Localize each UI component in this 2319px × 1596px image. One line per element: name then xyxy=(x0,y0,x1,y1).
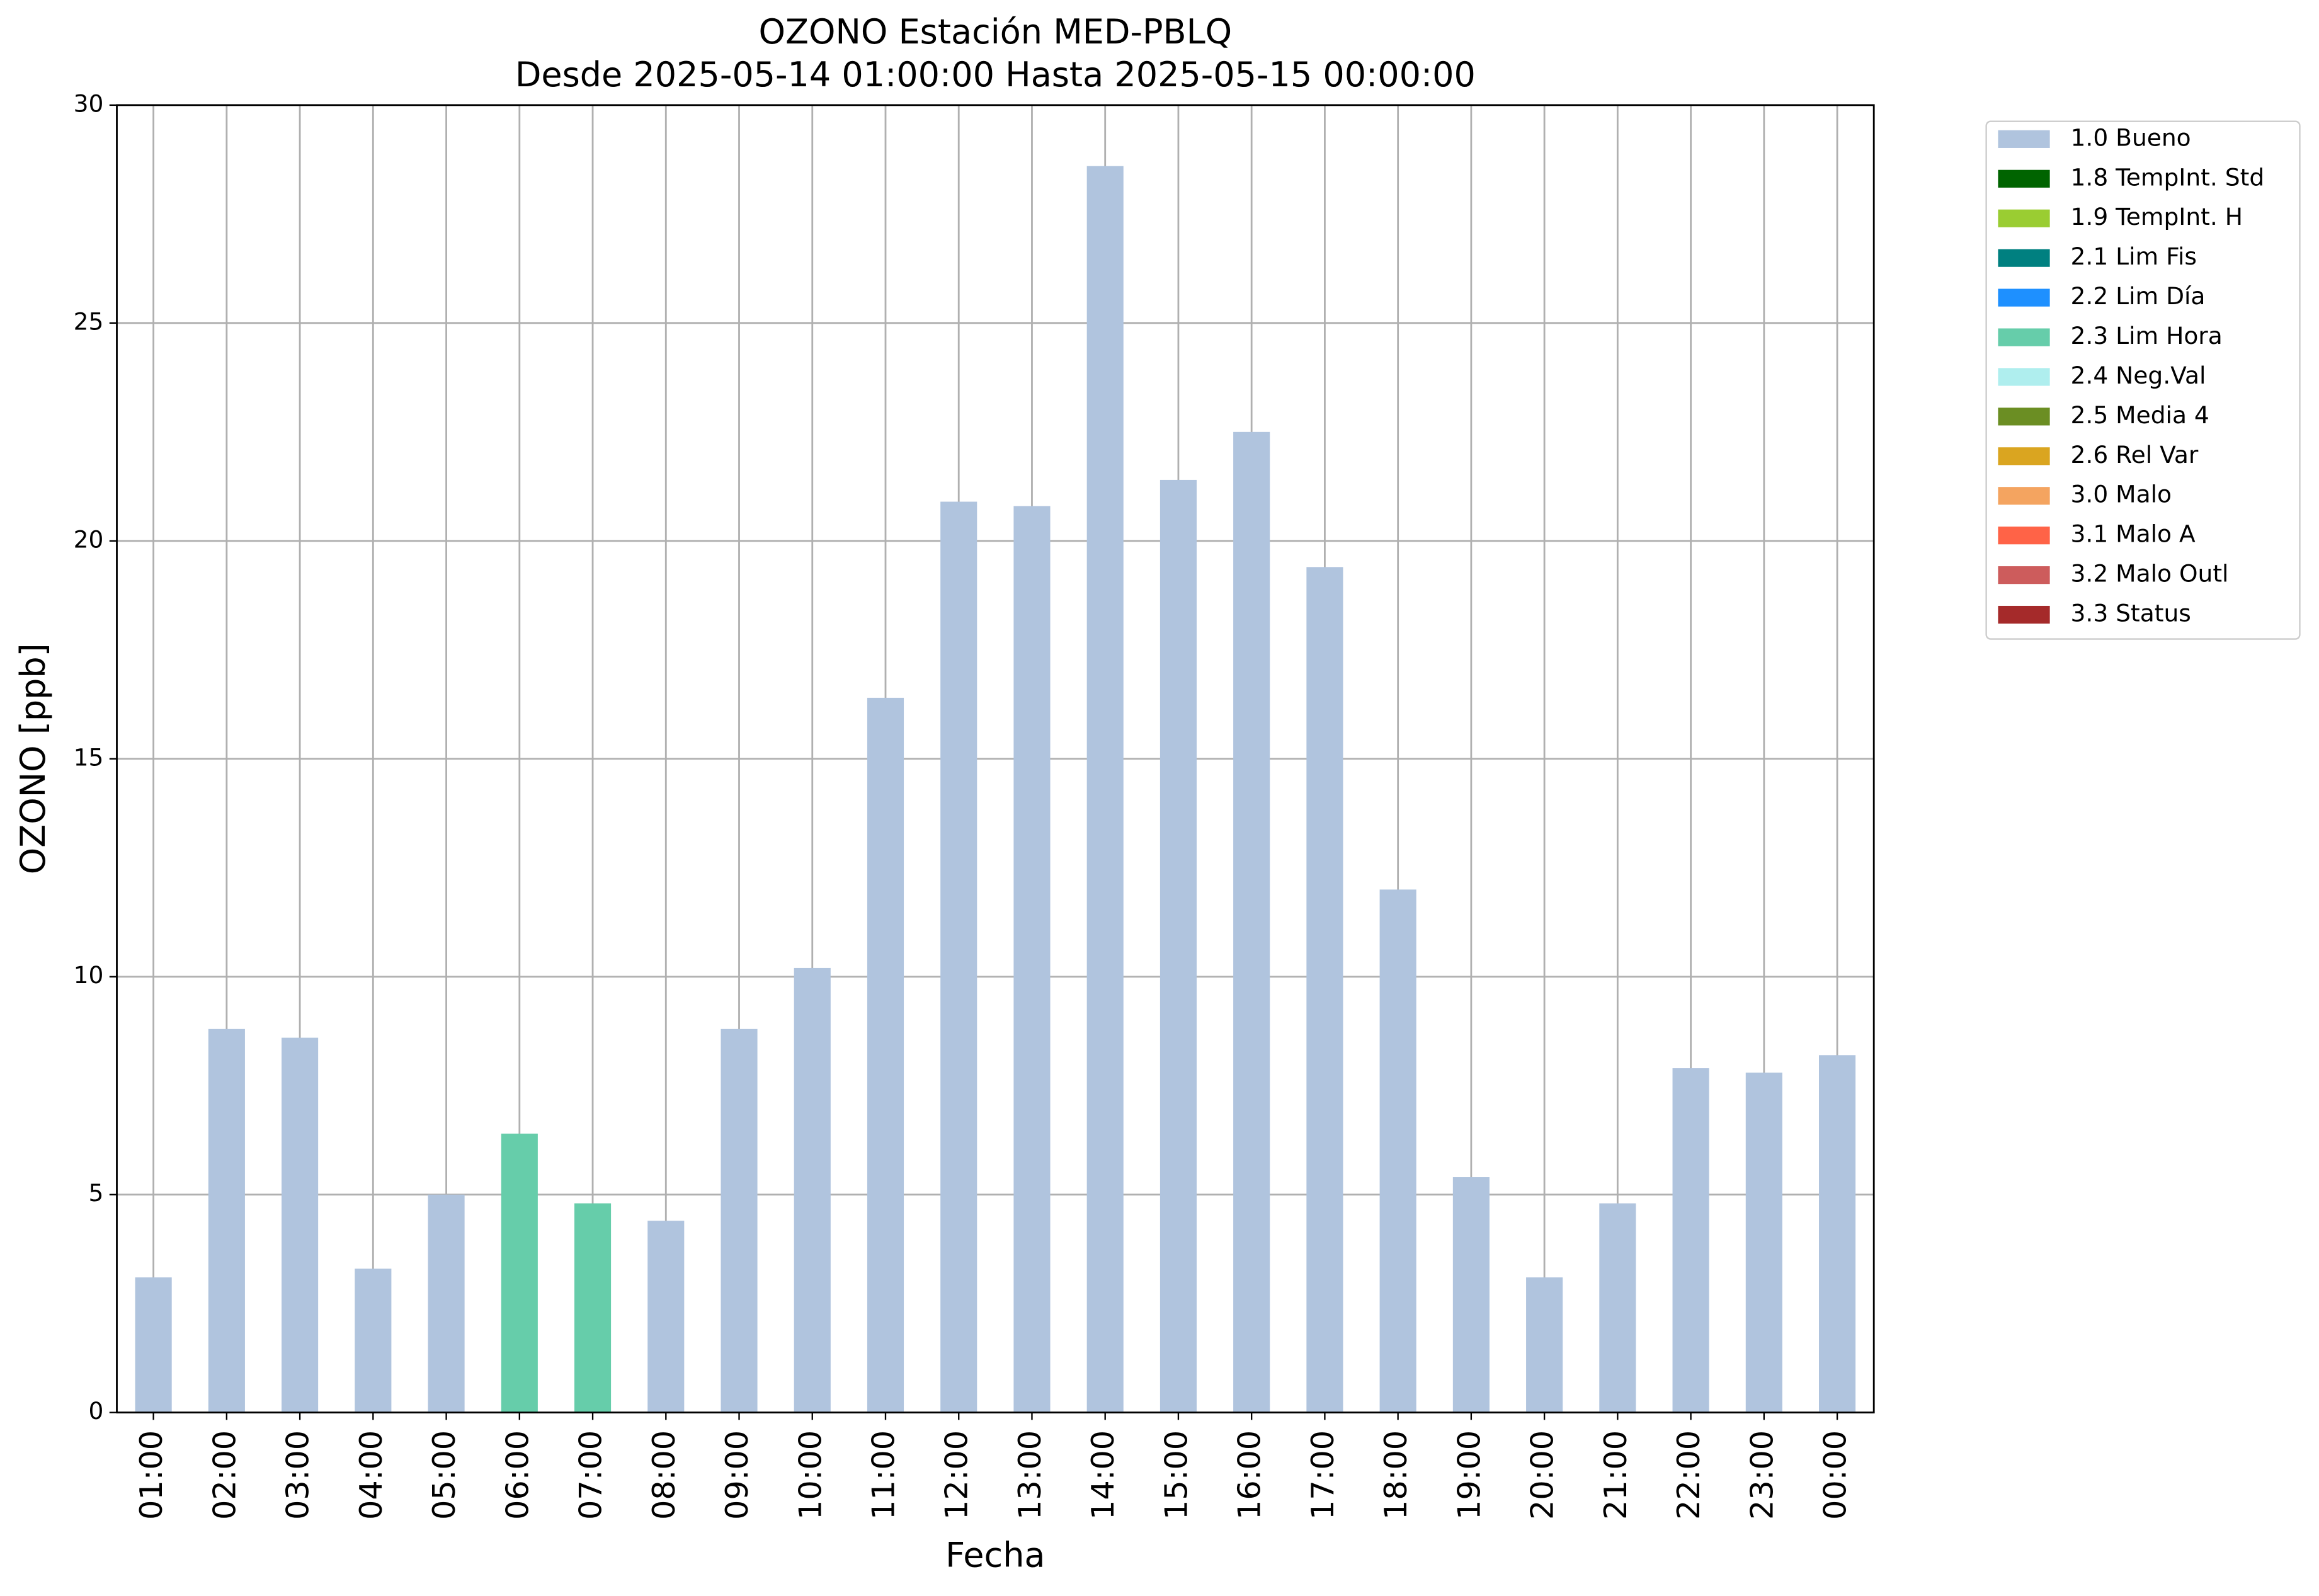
bar xyxy=(1306,567,1343,1413)
bar xyxy=(1086,166,1124,1413)
legend-label: 2.4 Neg.Val xyxy=(2071,362,2206,389)
bar xyxy=(940,501,977,1413)
legend-swatch xyxy=(1998,249,2050,267)
x-tick-label: 21:00 xyxy=(1597,1430,1634,1520)
bar xyxy=(1599,1203,1636,1413)
x-tick-label: 20:00 xyxy=(1524,1430,1561,1520)
y-tick-label: 20 xyxy=(74,525,104,553)
legend-label: 2.5 Media 4 xyxy=(2071,401,2209,429)
x-tick-label: 10:00 xyxy=(792,1430,828,1520)
legend-label: 3.0 Malo xyxy=(2071,481,2172,508)
bar xyxy=(1745,1072,1782,1413)
bar xyxy=(282,1037,319,1413)
x-tick-label: 02:00 xyxy=(206,1430,242,1520)
x-tick-label: 14:00 xyxy=(1085,1430,1121,1520)
x-tick-label: 22:00 xyxy=(1670,1430,1707,1520)
x-tick-label: 03:00 xyxy=(280,1430,316,1520)
x-tick-label: 07:00 xyxy=(573,1430,609,1520)
chart-title: OZONO Estación MED-PBLQ xyxy=(759,12,1233,52)
x-tick-label: 15:00 xyxy=(1158,1430,1194,1520)
plot-frame xyxy=(116,104,1875,1414)
legend-swatch xyxy=(1998,408,2050,426)
y-tick-label: 10 xyxy=(74,961,104,989)
legend-swatch xyxy=(1998,130,2050,148)
bar xyxy=(1672,1068,1709,1413)
legend-label: 3.1 Malo A xyxy=(2071,520,2196,548)
bar xyxy=(721,1029,758,1413)
legend-swatch xyxy=(1998,368,2050,386)
legend-swatch xyxy=(1998,169,2050,188)
bar xyxy=(501,1133,538,1413)
legend-label: 1.8 TempInt. Std xyxy=(2071,163,2265,191)
x-tick-label: 06:00 xyxy=(499,1430,535,1520)
x-tick-label: 04:00 xyxy=(353,1430,389,1520)
y-tick-label: 15 xyxy=(74,743,104,771)
bar xyxy=(1233,431,1270,1413)
y-tick-label: 30 xyxy=(74,89,104,117)
x-tick-label: 09:00 xyxy=(719,1430,755,1520)
x-tick-label: 19:00 xyxy=(1450,1430,1487,1520)
x-tick-label: 18:00 xyxy=(1377,1430,1414,1520)
bar xyxy=(135,1277,172,1413)
legend-swatch xyxy=(1998,447,2050,465)
bar xyxy=(208,1029,245,1413)
bar xyxy=(1526,1277,1563,1413)
legend-label: 2.1 Lim Fis xyxy=(2071,242,2197,270)
legend-swatch xyxy=(1998,288,2050,307)
x-tick-label: 01:00 xyxy=(133,1430,169,1520)
bar xyxy=(647,1221,685,1413)
legend-label: 1.0 Bueno xyxy=(2071,123,2191,151)
bar xyxy=(867,697,904,1413)
legend-swatch xyxy=(1998,487,2050,505)
chart-subtitle: Desde 2025-05-14 01:00:00 Hasta 2025-05-… xyxy=(515,55,1476,94)
legend-swatch xyxy=(1998,605,2050,624)
x-tick-label: 12:00 xyxy=(938,1430,975,1520)
x-tick-label: 00:00 xyxy=(1817,1430,1854,1520)
y-tick-label: 0 xyxy=(88,1397,103,1425)
bar xyxy=(1819,1055,1856,1413)
x-axis-label: Fecha xyxy=(945,1535,1045,1575)
legend-label: 1.9 TempInt. H xyxy=(2071,203,2243,231)
y-tick-label: 25 xyxy=(74,307,104,335)
bar xyxy=(794,967,831,1413)
x-tick-label: 08:00 xyxy=(646,1430,682,1520)
x-tick-label: 17:00 xyxy=(1304,1430,1341,1520)
legend-swatch xyxy=(1998,566,2050,584)
bar xyxy=(574,1203,612,1413)
legend-label: 3.3 Status xyxy=(2071,600,2191,627)
legend: 1.0 Bueno 1.8 TempInt. Std 1.9 TempInt. H 2… xyxy=(1985,120,2301,640)
y-tick-label: 5 xyxy=(88,1179,103,1207)
x-tick-label: 13:00 xyxy=(1011,1430,1048,1520)
bar xyxy=(1452,1177,1490,1413)
legend-label: 2.3 Lim Hora xyxy=(2071,322,2223,350)
legend-label: 2.2 Lim Día xyxy=(2071,282,2206,310)
x-tick-label: 16:00 xyxy=(1231,1430,1268,1520)
bar xyxy=(1160,479,1197,1413)
x-tick-label: 05:00 xyxy=(426,1430,462,1520)
y-axis-label: OZONO [ppb] xyxy=(13,643,53,874)
bar xyxy=(428,1194,465,1413)
legend-swatch xyxy=(1998,527,2050,545)
legend-label: 2.6 Rel Var xyxy=(2071,441,2199,469)
bar xyxy=(355,1268,392,1413)
legend-swatch xyxy=(1998,209,2050,227)
legend-label: 3.2 Malo Outl xyxy=(2071,560,2229,588)
legend-swatch xyxy=(1998,328,2050,346)
bar xyxy=(1013,506,1051,1413)
bar xyxy=(1379,889,1416,1413)
x-tick-label: 11:00 xyxy=(865,1430,901,1520)
legend-frame xyxy=(1985,120,2301,640)
x-tick-label: 23:00 xyxy=(1743,1430,1780,1520)
